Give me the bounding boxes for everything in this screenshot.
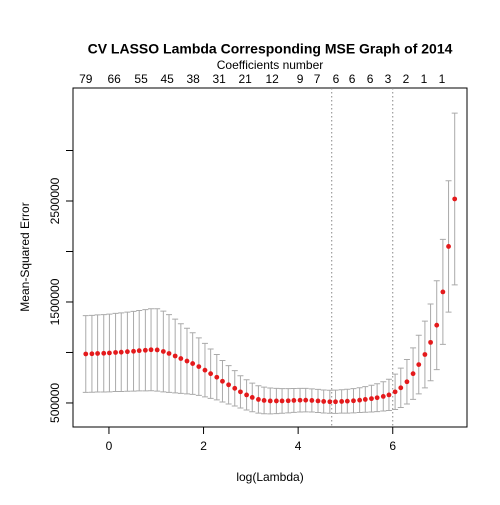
point (196, 364, 202, 370)
point (285, 398, 291, 404)
point (101, 350, 107, 356)
point (202, 367, 208, 373)
point (362, 397, 368, 402)
point (374, 395, 380, 401)
subtitle: Coefficients number (217, 58, 324, 72)
point (386, 392, 392, 398)
point (136, 348, 142, 354)
coef-label: 45 (160, 72, 174, 86)
point (261, 398, 267, 403)
x-axis-label: log(Lambda) (236, 470, 303, 484)
coef-label: 7 (314, 72, 321, 86)
y-tick-label: 1500000 (48, 278, 62, 325)
coef-label: 9 (297, 72, 304, 86)
point (148, 347, 154, 353)
point (404, 379, 410, 385)
coef-label: 12 (265, 72, 279, 86)
point (244, 392, 249, 398)
point (95, 351, 100, 356)
point (339, 399, 345, 404)
y-axis-label: Mean-Squared Error (18, 202, 32, 311)
point (249, 395, 255, 400)
point (166, 351, 172, 356)
point (369, 396, 374, 402)
point (291, 398, 297, 403)
point (267, 398, 273, 404)
x-tick-label: 2 (200, 439, 207, 453)
point (178, 356, 184, 361)
x-tick-label: 4 (295, 439, 302, 453)
x-tick-label: 6 (389, 439, 396, 453)
point (303, 397, 309, 403)
point (214, 374, 220, 380)
point (380, 394, 386, 399)
point (190, 361, 196, 366)
point (416, 362, 422, 367)
point (351, 398, 356, 404)
coef-label: 66 (107, 72, 121, 86)
x-tick-label: 0 (106, 439, 113, 453)
point (142, 347, 148, 353)
y-tick-label: 500000 (48, 383, 62, 423)
point (398, 385, 404, 391)
point (226, 382, 232, 388)
point (89, 351, 95, 357)
coef-label: 3 (385, 72, 392, 86)
point (446, 244, 451, 249)
coef-label: 6 (333, 72, 340, 86)
coef-label: 38 (186, 72, 200, 86)
point (327, 399, 333, 405)
point (279, 398, 285, 404)
point (321, 399, 327, 404)
point (154, 347, 160, 353)
point (172, 353, 178, 359)
point (208, 371, 214, 377)
point (392, 389, 398, 395)
point (107, 350, 112, 356)
point (184, 358, 190, 364)
point (238, 389, 243, 395)
point (113, 350, 118, 355)
chart-title: CV LASSO Lambda Corresponding MSE Graph … (88, 41, 453, 57)
point (344, 398, 350, 404)
point (297, 397, 303, 403)
point (452, 196, 458, 202)
point (118, 349, 124, 355)
coef-label: 2 (403, 72, 410, 86)
point (434, 322, 440, 328)
point (232, 385, 238, 391)
y-tick-label: 2500000 (48, 177, 62, 224)
point (256, 397, 261, 402)
coef-label: 1 (421, 72, 428, 86)
coef-label: 55 (134, 72, 148, 86)
coef-label: 31 (212, 72, 226, 86)
point (220, 378, 225, 384)
coef-label: 21 (238, 72, 252, 86)
point (333, 399, 338, 405)
point (428, 339, 433, 345)
coef-label: 6 (349, 72, 356, 86)
point (131, 348, 136, 354)
point (160, 349, 166, 354)
coef-label: 1 (439, 72, 446, 86)
point (422, 352, 428, 357)
coef-label: 6 (367, 72, 374, 86)
point (440, 289, 446, 295)
point (83, 351, 89, 357)
point (315, 398, 321, 404)
point (124, 349, 130, 355)
point (309, 398, 315, 403)
plot-box (72, 87, 468, 428)
point (357, 397, 363, 403)
point (410, 371, 416, 377)
coef-label: 79 (79, 72, 93, 86)
point (273, 398, 279, 404)
